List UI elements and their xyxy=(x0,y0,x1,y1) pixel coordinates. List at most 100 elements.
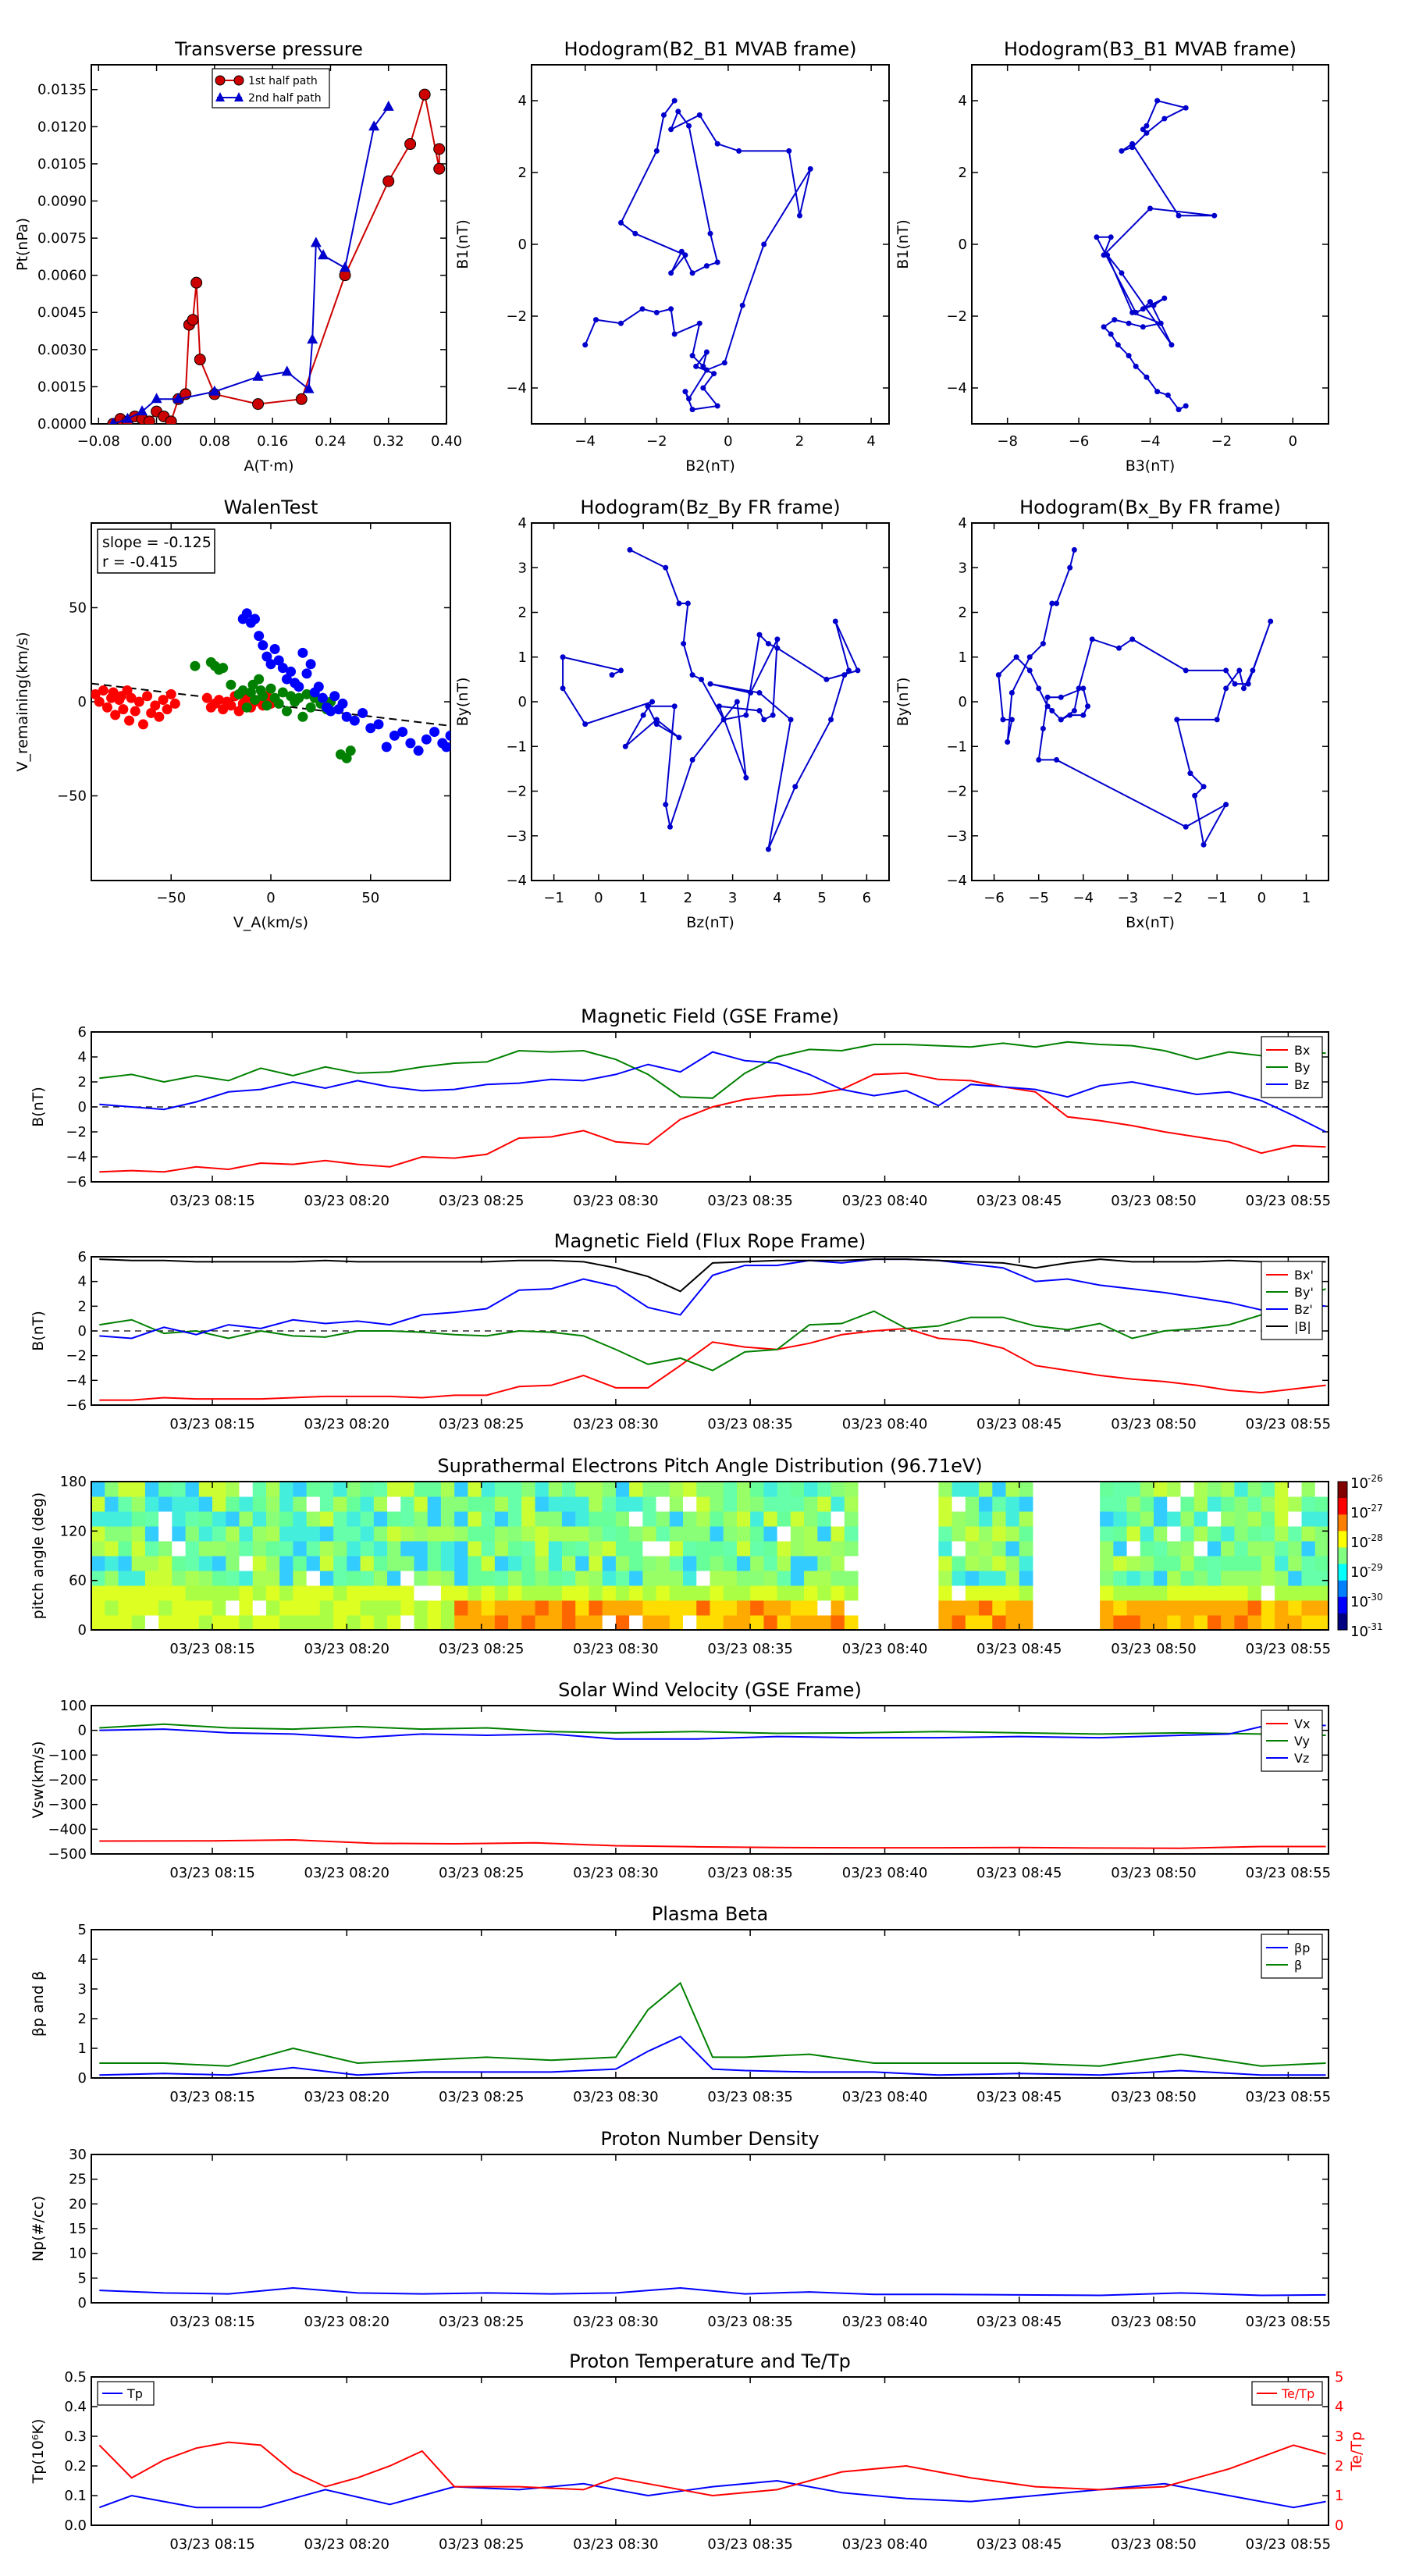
y-tick-label: 0 xyxy=(78,694,87,710)
heatmap-cell xyxy=(279,1615,293,1631)
heatmap-cell xyxy=(347,1482,361,1497)
heatmap-cell xyxy=(589,1526,603,1542)
chart-title: WalenTest xyxy=(224,496,318,518)
y-axis-label: Pt(nPa) xyxy=(14,218,31,271)
chart-title: Solar Wind Velocity (GSE Frame) xyxy=(558,1679,862,1701)
heatmap-cell xyxy=(844,1541,859,1557)
heatmap-cell xyxy=(777,1600,791,1616)
data-point xyxy=(1223,685,1229,692)
heatmap-cell xyxy=(750,1615,764,1631)
x-tick-label: 03/23 08:40 xyxy=(842,1641,927,1657)
heatmap-cell xyxy=(1234,1541,1249,1557)
heatmap-cell xyxy=(265,1571,280,1586)
data-point xyxy=(1183,403,1189,409)
data-point xyxy=(1133,309,1139,315)
heatmap-cell xyxy=(790,1615,805,1631)
chart-magnetic-field-fr: Magnetic Field (Flux Rope Frame) −6 −4 −2 0 2… xyxy=(30,1230,1331,1432)
data-point xyxy=(151,393,162,404)
y-tick-label: 2 xyxy=(78,1298,87,1315)
heatmap-cell xyxy=(400,1496,414,1512)
heatmap-cell xyxy=(1005,1600,1020,1616)
y-tick-label: 0 xyxy=(78,2295,87,2311)
heatmap-cell xyxy=(951,1556,966,1571)
y-tick-label: −4 xyxy=(506,380,527,397)
heatmap-cell xyxy=(1247,1571,1262,1586)
heatmap-cell xyxy=(575,1615,589,1631)
heatmap-cell xyxy=(521,1615,536,1631)
data-point xyxy=(1008,717,1015,723)
x-tick-label: 1 xyxy=(1302,890,1311,906)
heatmap-cell xyxy=(844,1526,859,1542)
heatmap-cell xyxy=(561,1541,576,1557)
heatmap-cell xyxy=(212,1585,226,1601)
data-point xyxy=(703,349,710,355)
heatmap-cell xyxy=(440,1571,455,1586)
x-tick-label: 03/23 08:25 xyxy=(439,1193,524,1209)
heatmap-cell xyxy=(965,1482,980,1497)
heatmap-cell xyxy=(1261,1526,1275,1542)
scatter-point xyxy=(345,745,356,756)
data-point xyxy=(433,162,446,175)
chart-hodogram-b2-b1: Hodogram(B2_B1 MVAB frame) −4 −2 0 2 4 −4 −2 0 2 4… xyxy=(454,38,890,475)
heatmap-cell xyxy=(400,1571,414,1586)
data-point xyxy=(1089,636,1095,642)
heatmap-cell xyxy=(696,1571,710,1586)
colorbar-segment xyxy=(1338,1596,1347,1614)
heatmap-cell xyxy=(790,1482,805,1497)
data-point xyxy=(173,393,184,404)
x-tick-label: −2 xyxy=(646,433,667,450)
data-point xyxy=(770,712,776,718)
scatter-point xyxy=(162,704,173,715)
heatmap-cell xyxy=(198,1526,213,1542)
series-line-bz xyxy=(99,1258,1326,1340)
heatmap-cell xyxy=(844,1511,859,1527)
scatter-point xyxy=(373,719,384,730)
heatmap-cell xyxy=(185,1585,200,1601)
heatmap-cell xyxy=(1261,1585,1275,1601)
heatmap-cell xyxy=(710,1571,724,1586)
x-tick-label: 03/23 08:35 xyxy=(707,2536,792,2553)
heatmap-cell xyxy=(750,1496,764,1512)
heatmap-cell xyxy=(185,1600,200,1616)
heatmap-cell xyxy=(723,1600,738,1616)
heatmap-cell xyxy=(360,1585,375,1601)
heatmap-cell xyxy=(172,1482,187,1497)
data-point xyxy=(1044,703,1051,710)
x-tick-label: 03/23 08:25 xyxy=(439,2536,524,2553)
heatmap-cell xyxy=(508,1571,522,1586)
x-tick-label: 0.40 xyxy=(431,433,462,450)
heatmap-cell xyxy=(938,1571,953,1586)
heatmap-cell xyxy=(1019,1571,1033,1586)
heatmap-cell xyxy=(319,1496,334,1512)
heatmap-cell xyxy=(468,1482,482,1497)
heatmap-cell xyxy=(1193,1585,1208,1601)
heatmap-cell xyxy=(777,1585,791,1601)
y-tick-label: 4 xyxy=(78,1049,87,1066)
heatmap-cell xyxy=(347,1571,361,1586)
heatmap-cell xyxy=(844,1615,859,1631)
heatmap-cell xyxy=(804,1615,818,1631)
heatmap-cell xyxy=(1019,1585,1033,1601)
heatmap-cell xyxy=(198,1571,213,1586)
heatmap-cell xyxy=(172,1615,187,1631)
heatmap-cell xyxy=(736,1556,751,1571)
heatmap-cell xyxy=(804,1585,818,1601)
heatmap-cell xyxy=(1140,1511,1154,1527)
heatmap-cell xyxy=(951,1482,966,1497)
x-tick-label: −4 xyxy=(1073,890,1094,906)
heatmap-cell xyxy=(293,1482,308,1497)
data-layer xyxy=(107,88,446,424)
heatmap-cell xyxy=(1221,1482,1235,1497)
y-tick-label: −3 xyxy=(946,828,967,845)
plot-frame xyxy=(91,64,447,425)
data-point xyxy=(696,112,702,118)
heatmap-cell xyxy=(1261,1600,1275,1616)
heatmap-cell xyxy=(1180,1541,1195,1557)
heatmap-cell xyxy=(131,1541,146,1557)
heatmap-cell xyxy=(414,1585,429,1601)
heatmap-cell xyxy=(1314,1571,1329,1586)
data-point xyxy=(797,212,802,219)
heatmap-cell xyxy=(212,1541,226,1557)
heatmap-cell xyxy=(548,1571,563,1586)
heatmap-cell xyxy=(91,1571,105,1586)
